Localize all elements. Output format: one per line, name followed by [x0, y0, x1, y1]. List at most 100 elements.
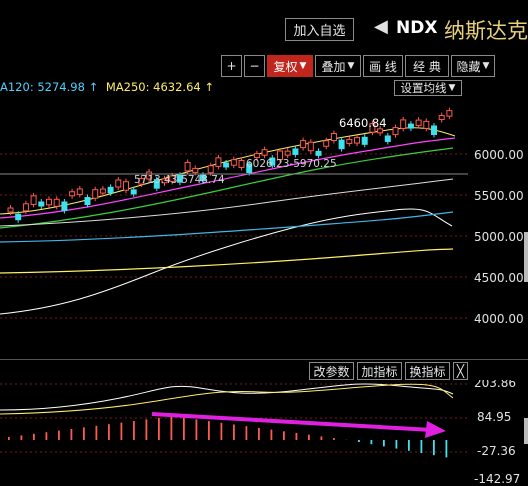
adjust-price-button[interactable]: 复权 ▼ — [267, 55, 313, 77]
price-axis-label: 4500.00 — [474, 271, 524, 285]
macd-bar — [45, 432, 48, 440]
macd-bar — [408, 440, 410, 451]
macd-bar — [58, 430, 60, 440]
candle — [330, 130, 337, 144]
candle — [292, 145, 299, 158]
kline-chart[interactable]: 6460.84 6026.23-5970.25 5713.43-5748.74 — [0, 96, 528, 358]
candle — [277, 148, 283, 163]
macd-bar — [333, 438, 335, 440]
candle — [369, 120, 376, 136]
ma-gray-line — [0, 178, 454, 227]
candle — [392, 124, 399, 138]
add-indicator-button[interactable]: 加指标 — [357, 362, 402, 380]
candle — [346, 136, 353, 147]
ma-settings-button[interactable]: 设置均线 ▼ — [394, 80, 462, 96]
candle — [107, 184, 114, 196]
triangle-down-icon: ▼ — [299, 61, 307, 71]
macd-bar — [133, 421, 135, 440]
trend-arrow-shaft — [151, 412, 433, 432]
candle — [184, 159, 191, 174]
ma-lines — [0, 127, 456, 315]
macd-bar — [383, 440, 385, 447]
macd-bar — [8, 437, 10, 440]
ma-readout: A120: 5274.98 ↑ MA250: 4632.64 ↑ — [0, 80, 214, 94]
macd-bar — [395, 440, 398, 449]
ma120-line — [0, 211, 454, 243]
candle — [22, 200, 29, 214]
candle — [415, 117, 422, 129]
candle — [300, 137, 307, 151]
add-favorite-button[interactable]: 加入自选 — [285, 18, 354, 41]
price-axis-label: 5500.00 — [474, 189, 524, 203]
candle — [92, 186, 99, 202]
macd-bar — [208, 421, 210, 440]
candle — [230, 156, 237, 169]
macd-bar — [245, 426, 248, 440]
classic-button[interactable]: 经 典 — [405, 55, 449, 77]
candle — [323, 137, 330, 150]
macd-bar — [233, 424, 235, 440]
candle — [123, 178, 129, 194]
range-annotation-1: 6026.23-5970.25 — [246, 158, 337, 170]
hide-button[interactable]: 隐藏 ▼ — [451, 55, 495, 77]
ma250-value: 4632.64 — [153, 80, 201, 94]
candle — [384, 132, 391, 145]
macd-bar — [420, 440, 423, 453]
macd-bar — [158, 417, 160, 440]
candle — [354, 134, 360, 147]
close-icon[interactable]: ╳ — [453, 362, 468, 380]
price-axis-label: 5000.00 — [474, 230, 524, 244]
indicator-axis-label: -142.97 — [474, 472, 520, 486]
symbol-name: 纳斯达克 — [444, 19, 528, 43]
macd-bar — [258, 427, 260, 440]
triangle-left-icon[interactable]: ◀ — [374, 16, 388, 37]
candle — [269, 154, 276, 168]
ma250-line — [0, 248, 454, 274]
macd-bar — [320, 436, 323, 440]
macd-bar — [70, 429, 73, 440]
overlay-button[interactable]: 叠加 ▼ — [315, 55, 361, 77]
macd-bar — [283, 431, 285, 440]
candle — [400, 116, 407, 132]
macd-bar — [33, 433, 35, 440]
candle — [99, 186, 106, 197]
macd-chart[interactable]: 203.86 84.95 -27.36 -142.97 — [0, 380, 528, 486]
ma-green-line — [0, 147, 454, 229]
range-annotation-2: 5713.43-5748.74 — [134, 174, 225, 186]
macd-bar — [445, 440, 448, 458]
candle — [215, 154, 222, 170]
candle — [261, 146, 268, 159]
candle — [438, 112, 445, 123]
candle — [246, 161, 253, 176]
zoom-out-button[interactable]: − — [244, 55, 265, 77]
candle — [53, 196, 60, 210]
drawing-button[interactable]: 画 线 — [363, 55, 403, 77]
macd-histogram — [8, 416, 448, 458]
ma-white-line — [0, 208, 453, 315]
candle — [84, 194, 91, 208]
macd-bar — [108, 424, 110, 440]
macd-bar — [195, 419, 198, 440]
macd-bar — [145, 419, 148, 440]
change-params-button[interactable]: 改参数 — [309, 362, 354, 380]
macd-dif-line — [0, 383, 454, 411]
candle — [423, 118, 430, 132]
ma250-arrow: ↑ — [204, 80, 215, 94]
candle — [76, 185, 83, 198]
high-annotation: 6460.84 — [339, 116, 387, 130]
candle — [130, 186, 137, 197]
candle — [253, 150, 260, 161]
triangle-down-icon: ▼ — [482, 61, 490, 71]
ma250-label: MA250: — [105, 80, 150, 94]
macd-bar — [170, 416, 173, 440]
macd-bar — [370, 440, 373, 445]
switch-indicator-button[interactable]: 换指标 — [405, 362, 450, 380]
candle — [15, 211, 22, 223]
scroll-handle-sub[interactable] — [524, 418, 528, 444]
candle — [377, 125, 384, 136]
indicator-axis-label: 203.86 — [474, 380, 516, 390]
candle — [38, 199, 45, 210]
candle — [361, 134, 368, 148]
zoom-in-button[interactable]: + — [221, 55, 242, 77]
scroll-handle[interactable] — [524, 232, 528, 282]
